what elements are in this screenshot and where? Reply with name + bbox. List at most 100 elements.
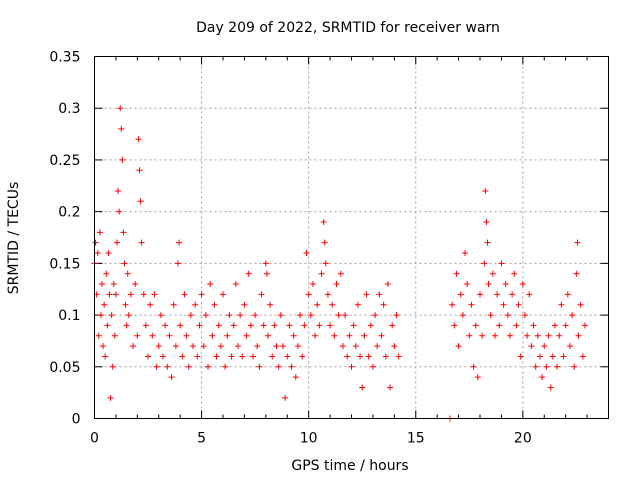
data-point	[324, 291, 331, 298]
data-point	[181, 291, 188, 298]
data-point	[292, 374, 299, 381]
data-point	[496, 322, 503, 329]
data-point	[213, 353, 220, 360]
data-point	[549, 353, 556, 360]
data-point	[137, 198, 144, 205]
data-point	[106, 291, 113, 298]
data-point	[547, 384, 554, 391]
data-point	[107, 394, 114, 401]
data-point	[470, 363, 477, 370]
data-point	[237, 312, 244, 319]
data-point	[109, 363, 116, 370]
data-point	[138, 239, 145, 246]
data-point	[247, 322, 254, 329]
data-point	[506, 332, 513, 339]
data-point	[239, 353, 246, 360]
data-point	[232, 281, 239, 288]
y-tick-label: 0.35	[49, 50, 80, 66]
data-point	[117, 105, 124, 112]
data-point	[571, 363, 578, 370]
y-tick-label: 0.2	[58, 205, 80, 221]
data-point	[140, 291, 147, 298]
data-point	[320, 218, 327, 225]
data-point	[271, 322, 278, 329]
data-point	[96, 229, 103, 236]
data-point	[176, 239, 183, 246]
data-point	[132, 281, 139, 288]
data-point	[566, 343, 573, 350]
data-point	[391, 343, 398, 350]
data-point	[224, 332, 231, 339]
data-point	[513, 322, 520, 329]
data-point	[104, 322, 111, 329]
data-point	[249, 353, 256, 360]
data-point	[468, 301, 475, 308]
data-point	[245, 270, 252, 277]
data-point	[275, 363, 282, 370]
data-point	[500, 301, 507, 308]
data-point	[365, 353, 372, 360]
data-point	[327, 322, 334, 329]
data-point	[524, 332, 531, 339]
data-point	[130, 343, 137, 350]
data-point	[534, 332, 541, 339]
data-point	[162, 322, 169, 329]
data-point	[299, 353, 306, 360]
data-point	[260, 322, 267, 329]
data-point	[449, 301, 456, 308]
data-point	[357, 353, 364, 360]
data-point	[558, 301, 565, 308]
data-point	[95, 332, 102, 339]
data-point	[504, 312, 511, 319]
data-point	[536, 353, 543, 360]
data-point	[393, 312, 400, 319]
data-point	[346, 332, 353, 339]
data-point	[115, 187, 122, 194]
data-point	[481, 260, 488, 267]
data-point	[459, 312, 466, 319]
data-point	[121, 260, 128, 267]
data-point	[116, 208, 123, 215]
data-point	[172, 343, 179, 350]
data-point	[288, 363, 295, 370]
data-point	[200, 343, 207, 350]
data-point	[318, 270, 325, 277]
data-point	[110, 281, 117, 288]
data-point	[573, 270, 580, 277]
data-point	[149, 332, 156, 339]
data-point	[102, 353, 109, 360]
data-point	[389, 322, 396, 329]
data-point	[263, 270, 270, 277]
data-point	[217, 343, 224, 350]
data-point	[187, 312, 194, 319]
y-tick-label: 0.25	[49, 153, 80, 169]
data-point	[155, 343, 162, 350]
data-point	[361, 332, 368, 339]
data-point	[230, 322, 237, 329]
data-point	[105, 250, 112, 257]
data-point	[335, 312, 342, 319]
data-point	[297, 312, 304, 319]
x-tick-label: 0	[90, 431, 99, 447]
data-point	[498, 260, 505, 267]
data-point	[462, 250, 469, 257]
data-point	[526, 291, 533, 298]
data-point	[316, 322, 323, 329]
data-point	[164, 363, 171, 370]
data-point	[215, 322, 222, 329]
data-point	[466, 332, 473, 339]
data-point	[489, 270, 496, 277]
data-point	[305, 291, 312, 298]
y-tick-label: 0.3	[58, 101, 80, 117]
data-point	[166, 332, 173, 339]
data-point	[279, 343, 286, 350]
data-point	[160, 353, 167, 360]
data-point	[530, 322, 537, 329]
data-point	[348, 363, 355, 370]
data-point	[509, 291, 516, 298]
x-tick-label: 10	[300, 431, 318, 447]
data-point	[487, 312, 494, 319]
data-point	[273, 343, 280, 350]
data-point	[196, 322, 203, 329]
data-point	[127, 291, 134, 298]
